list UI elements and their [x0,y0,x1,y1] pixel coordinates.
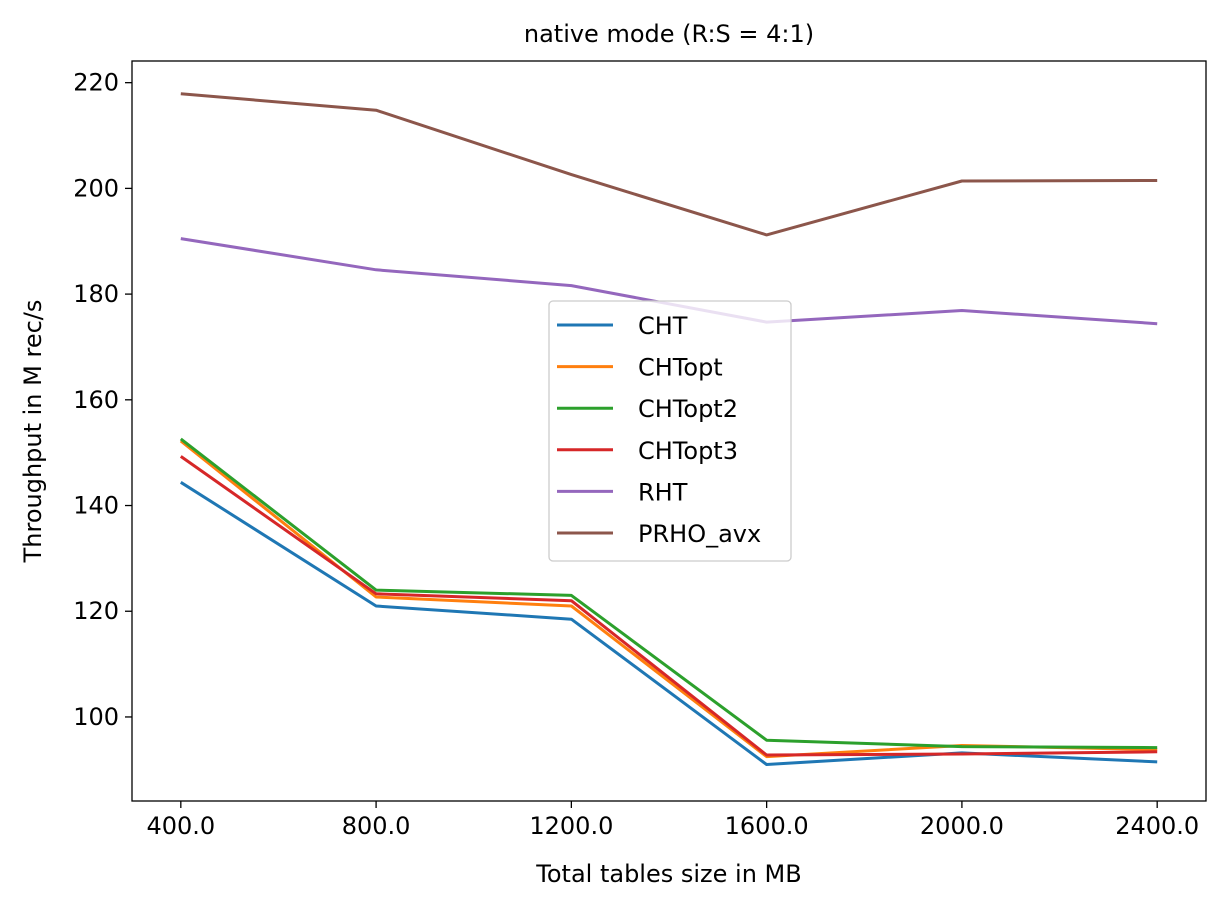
series-line-chtopt2 [179,437,1158,750]
y-tick-label: 100 [73,703,119,731]
series-line-prho-avx [180,92,1158,237]
y-axis: 100 120 140 160 180 200 220 [73,69,132,731]
y-tick-label: 220 [73,69,119,97]
legend: CHT CHTopt CHTopt2 CHTopt3 RHT PRHO_avx [548,300,792,562]
legend-label: CHTopt3 [638,437,738,465]
y-tick-label: 200 [73,174,119,202]
y-tick-label: 140 [73,492,119,520]
series-line-chtopt3 [179,455,1158,757]
legend-label: CHT [638,312,688,340]
legend-label: CHTopt2 [638,395,738,423]
legend-label: RHT [638,478,688,506]
x-tick-label: 1200.0 [529,812,613,840]
x-axis-label: Total tables size in MB [535,860,801,888]
x-tick-label: 1600.0 [725,812,809,840]
x-tick-label: 2400.0 [1115,812,1199,840]
chart-title: native mode (R:S = 4:1) [524,20,814,48]
y-tick-label: 120 [73,597,119,625]
legend-label: PRHO_avx [638,520,761,548]
y-tick-label: 160 [73,386,119,414]
x-axis: 400.0 800.0 1200.0 1600.0 2000.0 2400.0 [146,801,1199,840]
y-axis-label: Throughput in M rec/s [19,300,47,564]
plot-frame [131,60,1207,802]
x-tick-label: 2000.0 [920,812,1004,840]
y-tick-label: 180 [73,280,119,308]
x-tick-label: 400.0 [146,812,215,840]
x-tick-label: 800.0 [342,812,411,840]
legend-label: CHTopt [638,354,723,382]
